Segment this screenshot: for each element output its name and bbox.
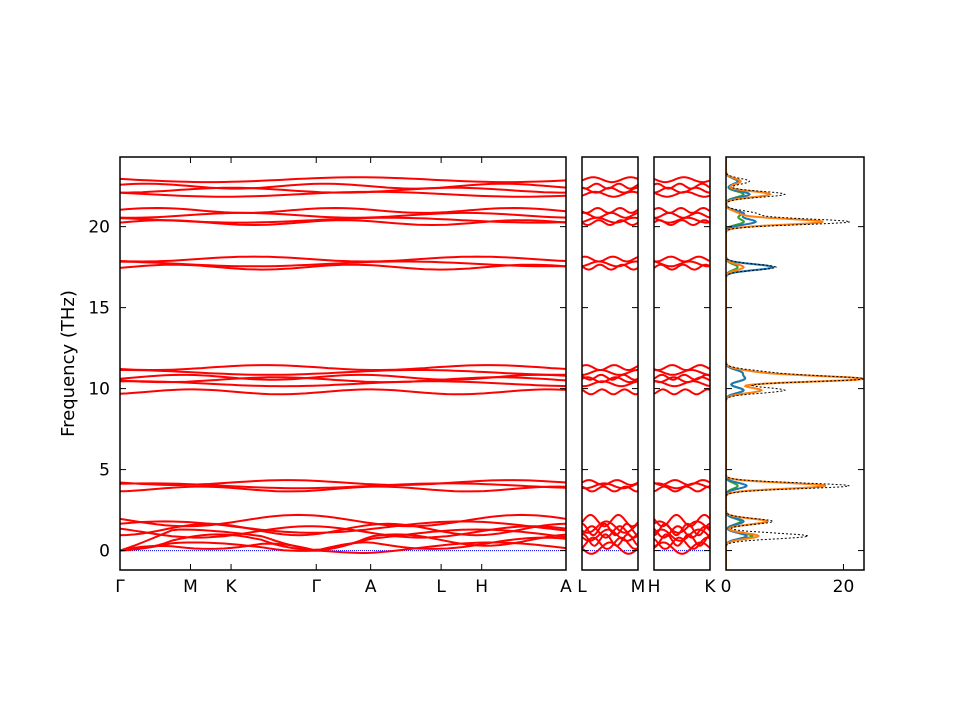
x-tick-label: 0: [721, 577, 732, 597]
band-line: [582, 482, 638, 490]
x-tick-label: L: [436, 577, 446, 597]
band-line: [582, 369, 638, 376]
band-line: [654, 369, 710, 376]
panel-1: 0 5 10 15 20 Γ M K Γ A L H A: [88, 156, 572, 597]
x-tick-label: M: [631, 577, 646, 597]
band-line: [120, 255, 566, 263]
y-axis-label: Frequency (THz): [58, 290, 79, 437]
band-line: [654, 513, 710, 528]
band-line: [582, 479, 638, 486]
band-line: [120, 388, 566, 396]
band-line: [582, 513, 638, 528]
panel-content: [120, 176, 566, 555]
band-line: [654, 485, 710, 493]
band-line: [654, 380, 710, 388]
panel-4: 0 20: [721, 156, 865, 597]
band-line: [582, 176, 638, 184]
band-line: [120, 522, 566, 537]
panel-content: [582, 176, 638, 555]
band-line: [582, 216, 638, 224]
band-line: [654, 536, 710, 550]
band-line: [120, 479, 566, 486]
band-line: [654, 186, 710, 194]
band-line: [582, 219, 638, 227]
band-line: [120, 485, 566, 493]
band-line: [654, 373, 710, 381]
y-tick-label: 0: [99, 542, 110, 562]
band-line: [582, 373, 638, 381]
x-tick-label: L: [577, 577, 587, 597]
band-line: [120, 520, 566, 534]
band-line: [654, 182, 710, 190]
x-tick-label: Γ: [311, 577, 321, 597]
band-line: [654, 533, 710, 547]
band-line: [120, 373, 566, 381]
band-line: [654, 206, 710, 214]
panel-frame: [653, 156, 711, 571]
band-line: [654, 522, 710, 537]
y-tick-label: 5: [99, 461, 110, 481]
band-line: [582, 263, 638, 271]
band-line: [582, 364, 638, 371]
band-line: [654, 388, 710, 396]
band-line: [582, 536, 638, 550]
x-tick-label: Γ: [115, 577, 125, 597]
band-line: [120, 364, 566, 371]
y-tick-label: 10: [88, 380, 110, 400]
band-line: [582, 182, 638, 190]
band-line: [654, 176, 710, 184]
band-line: [654, 216, 710, 224]
band-line: [120, 380, 566, 388]
band-line: [582, 206, 638, 214]
band-line: [120, 513, 566, 528]
panel-frame: [725, 156, 865, 571]
x-tick-label: K: [225, 577, 237, 597]
x-tick-label: M: [183, 577, 198, 597]
band-line: [120, 206, 566, 214]
band-line: [582, 380, 638, 388]
x-tick-label: A: [560, 577, 572, 597]
band-line: [654, 520, 710, 534]
band-line: [582, 525, 638, 539]
band-line: [582, 541, 638, 555]
x-tick-label: 20: [833, 577, 855, 597]
band-line: [654, 211, 710, 219]
band-line: [120, 369, 566, 376]
band-line: [582, 255, 638, 263]
panel-frame: [119, 156, 567, 571]
band-line: [654, 255, 710, 263]
band-line: [654, 260, 710, 268]
band-line: [654, 364, 710, 371]
band-line: [582, 260, 638, 268]
band-line: [120, 186, 566, 194]
x-tick-label: H: [648, 577, 661, 597]
panel-frame: [581, 156, 639, 571]
band-line: [120, 260, 566, 268]
band-line: [582, 388, 638, 396]
x-tick-label: K: [704, 577, 716, 597]
band-line: [120, 182, 566, 190]
band-line: [120, 216, 566, 224]
y-tick-label: 20: [88, 218, 110, 238]
band-line: [654, 479, 710, 486]
x-tick-label: H: [475, 577, 488, 597]
y-tick-label: 15: [88, 299, 110, 319]
band-line: [120, 176, 566, 184]
x-tick-label: A: [365, 577, 377, 597]
band-line: [120, 211, 566, 219]
panel-content: [654, 176, 710, 555]
